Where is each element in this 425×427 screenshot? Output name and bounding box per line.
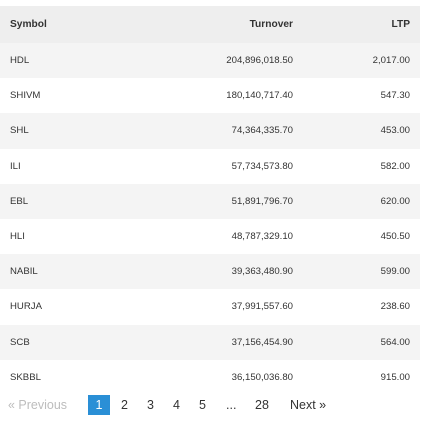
cell-turnover: 39,363,480.90 (231, 266, 293, 278)
page-1-button[interactable]: 1 (88, 395, 110, 415)
cell-ltp: 582.00 (380, 160, 410, 172)
previous-page-button: « Previous (8, 398, 68, 412)
pagination-ellipsis: ... (226, 398, 237, 412)
cell-symbol: ILI (10, 160, 21, 172)
cell-turnover: 180,140,717.40 (226, 90, 293, 102)
header-symbol[interactable]: Symbol (10, 19, 47, 30)
cell-ltp: 564.00 (380, 336, 410, 348)
cell-turnover: 48,787,329.10 (231, 231, 293, 243)
page-3-button[interactable]: 3 (147, 398, 154, 412)
cell-turnover: 36,150,036.80 (231, 371, 293, 383)
cell-ltp: 915.00 (380, 371, 410, 383)
cell-symbol: SHIVM (10, 90, 41, 102)
table-row: ILI 57,734,573.80 582.00 (0, 148, 420, 184)
table-row: SKBBL 36,150,036.80 915.00 (0, 359, 420, 395)
header-turnover[interactable]: Turnover (249, 19, 293, 30)
cell-turnover: 37,991,557.60 (231, 301, 293, 313)
cell-turnover: 74,364,335.70 (231, 125, 293, 137)
cell-ltp: 547.30 (380, 90, 410, 102)
page-5-button[interactable]: 5 (199, 398, 206, 412)
table-row: HURJA 37,991,557.60 238.60 (0, 289, 420, 325)
cell-ltp: 453.00 (380, 125, 410, 137)
cell-ltp: 620.00 (380, 195, 410, 207)
cell-symbol: SCB (10, 336, 30, 348)
cell-symbol: HURJA (10, 301, 42, 313)
page-4-button[interactable]: 4 (173, 398, 180, 412)
cell-ltp: 238.60 (380, 301, 410, 313)
table-row: HDL 204,896,018.50 2,017.00 (0, 43, 420, 79)
cell-ltp: 450.50 (380, 231, 410, 243)
cell-symbol: EBL (10, 195, 29, 207)
cell-symbol: HLI (10, 231, 25, 243)
cell-symbol: NABIL (10, 266, 38, 278)
cell-symbol: SKBBL (10, 371, 41, 383)
table-row: HLI 48,787,329.10 450.50 (0, 218, 420, 255)
table-row: EBL 51,891,796.70 620.00 (0, 183, 420, 219)
cell-turnover: 37,156,454.90 (231, 336, 293, 348)
cell-ltp: 2,017.00 (372, 55, 410, 67)
cell-ltp: 599.00 (380, 266, 410, 278)
page-2-button[interactable]: 2 (121, 398, 128, 412)
page-28-button[interactable]: 28 (255, 398, 269, 412)
cell-symbol: HDL (10, 55, 30, 67)
pagination: « Previous 1 2 3 4 5 ... 28 Next » (0, 395, 425, 415)
table-row: SHL 74,364,335.70 453.00 (0, 113, 420, 149)
cell-turnover: 57,734,573.80 (231, 160, 293, 172)
next-page-button[interactable]: Next » (290, 398, 327, 412)
cell-turnover: 51,891,796.70 (231, 195, 293, 207)
table-row: NABIL 39,363,480.90 599.00 (0, 254, 420, 290)
cell-turnover: 204,896,018.50 (226, 55, 293, 67)
table-row: SHIVM 180,140,717.40 547.30 (0, 78, 420, 114)
header-ltp[interactable]: LTP (391, 19, 410, 30)
cell-symbol: SHL (10, 125, 29, 137)
table-row: SCB 37,156,454.90 564.00 (0, 324, 420, 360)
turnover-table: Symbol Turnover LTP HDL 204,896,018.50 2… (0, 6, 420, 395)
table-header: Symbol Turnover LTP (0, 6, 420, 43)
